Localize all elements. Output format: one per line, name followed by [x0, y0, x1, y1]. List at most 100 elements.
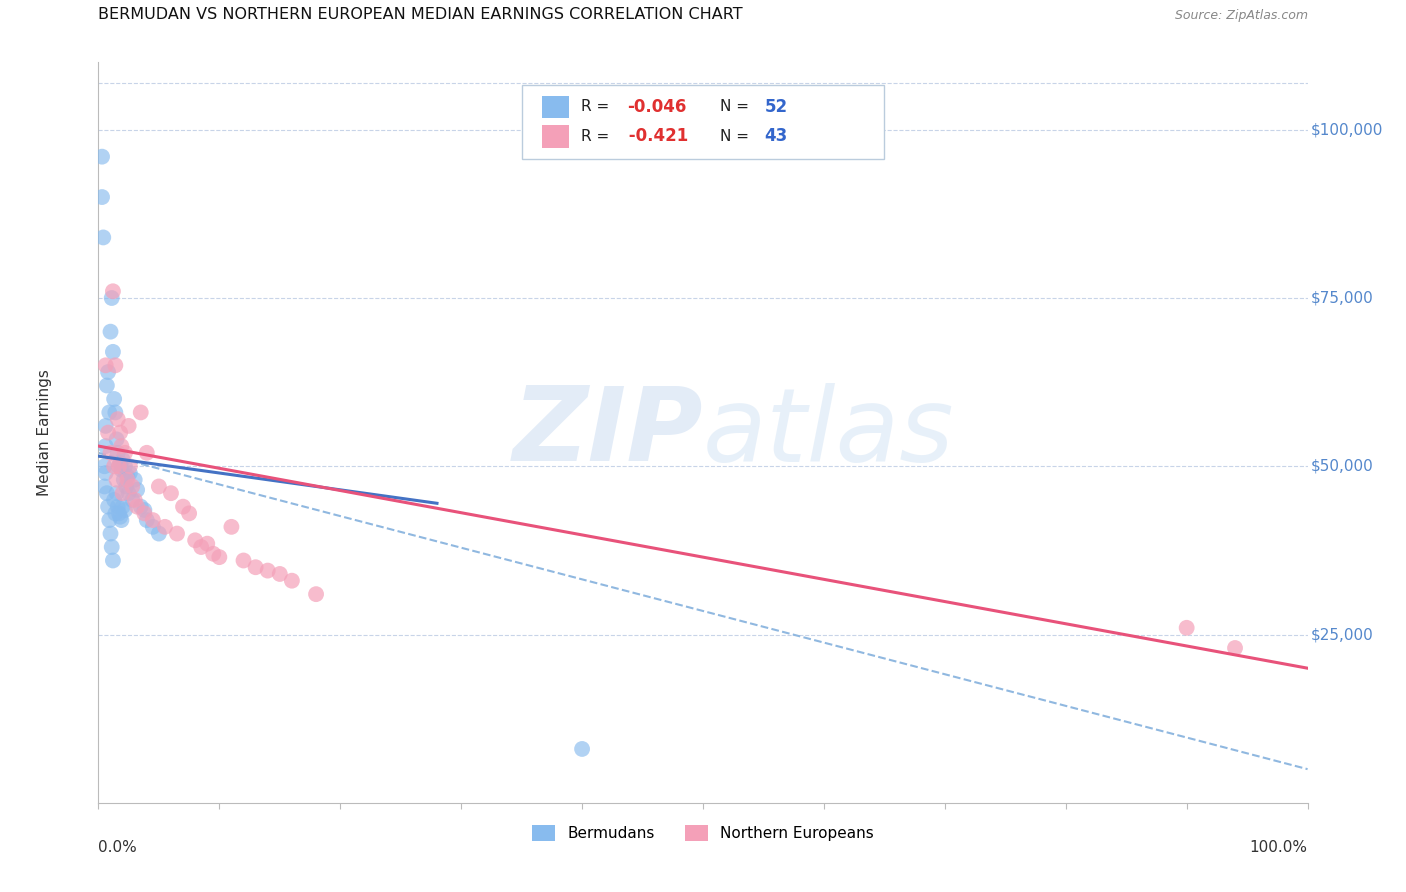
Point — [135, 513, 157, 527]
Point — [256, 564, 278, 578]
Point — [107, 412, 129, 426]
Point — [94, 359, 117, 373]
Point — [94, 418, 117, 433]
Point — [101, 344, 124, 359]
Point — [208, 550, 231, 565]
Text: $75,000: $75,000 — [1312, 291, 1374, 305]
Text: 100.0%: 100.0% — [1250, 840, 1308, 855]
Point — [190, 540, 212, 554]
Point — [111, 500, 134, 514]
Point — [305, 587, 328, 601]
Point — [100, 526, 122, 541]
Point — [107, 446, 129, 460]
Point — [96, 486, 118, 500]
Point — [108, 456, 131, 470]
Text: $25,000: $25,000 — [1312, 627, 1374, 642]
Text: $50,000: $50,000 — [1312, 458, 1374, 474]
Legend: Bermudans, Northern Europeans: Bermudans, Northern Europeans — [526, 819, 880, 847]
Point — [105, 473, 128, 487]
Text: Source: ZipAtlas.com: Source: ZipAtlas.com — [1174, 9, 1308, 21]
Point — [91, 150, 114, 164]
Point — [135, 446, 157, 460]
Point — [142, 513, 165, 527]
Text: 0.0%: 0.0% — [98, 840, 138, 855]
Point — [105, 486, 128, 500]
Point — [107, 500, 129, 514]
Text: -0.421: -0.421 — [623, 128, 689, 145]
Point — [98, 405, 121, 419]
Point — [111, 486, 134, 500]
Point — [118, 418, 141, 433]
Text: Median Earnings: Median Earnings — [37, 369, 52, 496]
Text: 43: 43 — [765, 128, 787, 145]
Point — [94, 466, 117, 480]
Point — [1223, 640, 1246, 655]
Point — [118, 486, 141, 500]
Point — [115, 479, 138, 493]
Point — [94, 439, 117, 453]
Point — [91, 230, 114, 244]
Point — [179, 507, 201, 521]
Point — [121, 492, 143, 507]
Point — [245, 560, 267, 574]
Point — [110, 439, 132, 453]
Point — [108, 459, 131, 474]
Point — [96, 378, 118, 392]
Text: ZIP: ZIP — [512, 382, 703, 483]
Point — [110, 513, 132, 527]
Text: atlas: atlas — [703, 383, 955, 483]
Point — [142, 520, 165, 534]
Bar — [543, 126, 569, 147]
Point — [100, 325, 122, 339]
Text: BERMUDAN VS NORTHERN EUROPEAN MEDIAN EARNINGS CORRELATION CHART: BERMUDAN VS NORTHERN EUROPEAN MEDIAN EAR… — [98, 7, 742, 21]
Point — [160, 486, 183, 500]
Point — [101, 285, 124, 299]
Point — [221, 520, 243, 534]
Point — [148, 526, 170, 541]
Point — [571, 742, 593, 756]
Point — [195, 536, 218, 550]
Point — [100, 446, 122, 460]
Point — [121, 479, 143, 493]
FancyBboxPatch shape — [522, 85, 884, 159]
Point — [118, 466, 141, 480]
Point — [101, 553, 124, 567]
Point — [110, 462, 132, 476]
Point — [104, 359, 127, 373]
Text: R =: R = — [581, 99, 614, 114]
Point — [117, 473, 139, 487]
Point — [108, 509, 131, 524]
Point — [98, 513, 121, 527]
Point — [93, 479, 115, 493]
Text: $100,000: $100,000 — [1312, 122, 1384, 137]
Point — [103, 492, 125, 507]
Point — [172, 500, 194, 514]
Point — [134, 503, 156, 517]
Text: -0.046: -0.046 — [627, 98, 686, 116]
Point — [100, 540, 122, 554]
Point — [1175, 621, 1198, 635]
Point — [129, 405, 152, 419]
Point — [118, 459, 141, 474]
Point — [232, 553, 254, 567]
Text: N =: N = — [720, 99, 754, 114]
Point — [108, 507, 131, 521]
Point — [97, 425, 120, 440]
Point — [104, 507, 127, 521]
Point — [127, 483, 149, 497]
Point — [202, 547, 225, 561]
Point — [97, 365, 120, 379]
Point — [100, 291, 122, 305]
Point — [124, 473, 146, 487]
Point — [127, 500, 149, 514]
Point — [129, 500, 152, 514]
Point — [97, 500, 120, 514]
Text: R =: R = — [581, 129, 614, 144]
Text: N =: N = — [720, 129, 754, 144]
Point — [93, 459, 115, 474]
Point — [114, 459, 136, 474]
Point — [124, 492, 146, 507]
Point — [114, 446, 136, 460]
Point — [91, 190, 114, 204]
Point — [166, 526, 188, 541]
